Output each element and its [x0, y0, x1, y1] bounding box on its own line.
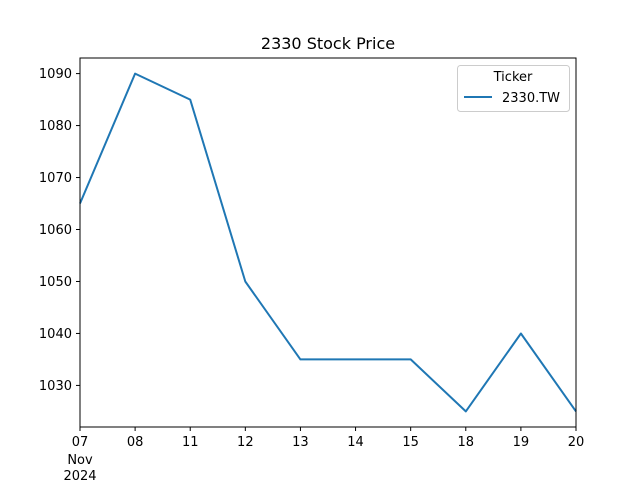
- y-tick-label: 1040: [39, 327, 72, 342]
- y-tick-label: 1080: [39, 119, 72, 134]
- plot-area: 1030 1040 1050 1060 1070 1080 1090 07 08 11 12 13 14…: [39, 57, 585, 484]
- legend-title: Ticker: [493, 70, 533, 85]
- legend-label-2330-tw: 2330.TW: [502, 91, 560, 106]
- y-tick-label: 1060: [39, 223, 72, 238]
- y-tick-label: 1030: [39, 379, 72, 394]
- y-tick-label: 1070: [39, 171, 72, 186]
- chart-title: 2330 Stock Price: [261, 34, 395, 53]
- x-tick-label: 12: [237, 435, 254, 450]
- legend: Ticker 2330.TW: [457, 65, 570, 112]
- x-tick-label: 08: [127, 435, 144, 450]
- x-tick-label: 15: [402, 435, 419, 450]
- y-tick-label: 1050: [39, 275, 72, 290]
- x-tick-label: 14: [347, 435, 364, 450]
- y-tick-label: 1090: [39, 67, 72, 82]
- x-tick-label: 20: [568, 435, 585, 450]
- x-tick-label: 11: [182, 435, 199, 450]
- x-tick-label: 13: [292, 435, 309, 450]
- x-tick-label: 18: [458, 435, 475, 450]
- axes-frame: [79, 57, 577, 428]
- x-tick-sublabel: Nov: [67, 453, 93, 468]
- x-tick-sublabel: 2024: [63, 469, 96, 480]
- legend-box: [457, 65, 570, 112]
- x-tick-label: 07: [72, 435, 89, 450]
- series-line-2330-tw: [79, 72, 577, 413]
- x-tick-label: 19: [513, 435, 530, 450]
